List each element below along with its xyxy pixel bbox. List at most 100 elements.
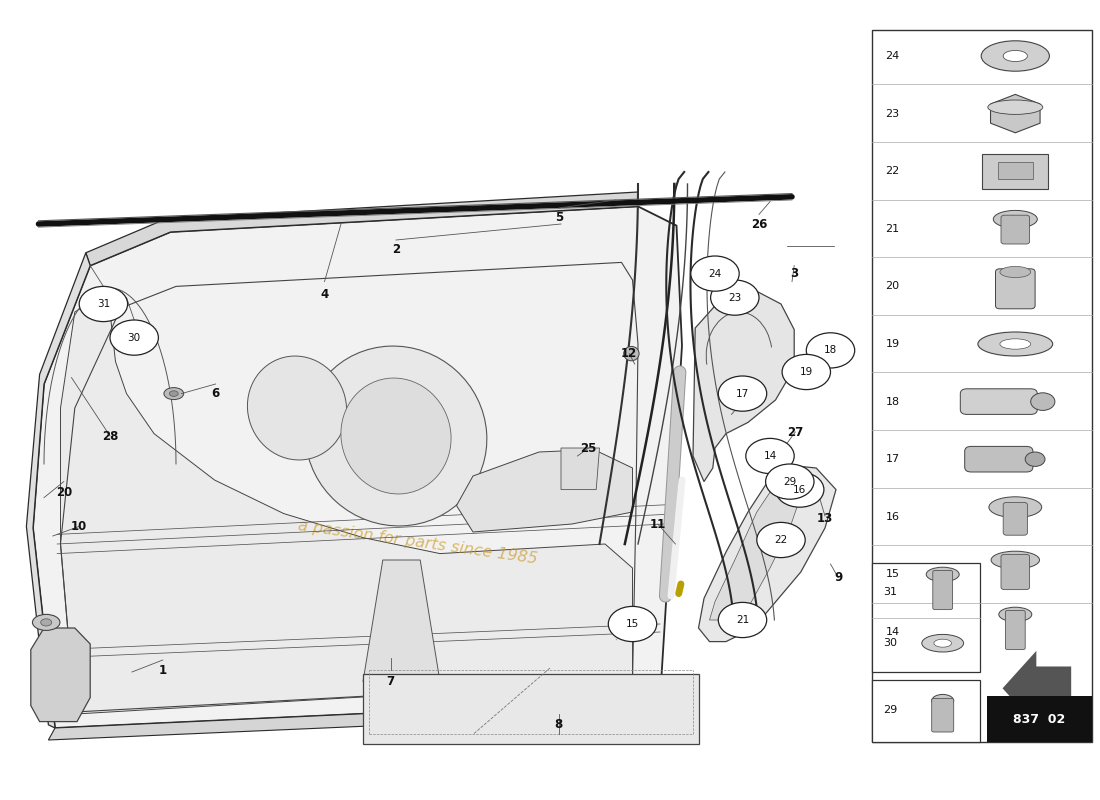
Ellipse shape xyxy=(41,619,52,626)
Polygon shape xyxy=(33,206,682,728)
Text: 9: 9 xyxy=(834,571,843,584)
Text: 31: 31 xyxy=(883,587,898,597)
Ellipse shape xyxy=(1000,266,1031,278)
FancyBboxPatch shape xyxy=(1003,502,1027,535)
Text: 16: 16 xyxy=(886,512,900,522)
FancyBboxPatch shape xyxy=(998,162,1033,179)
Ellipse shape xyxy=(1003,50,1027,62)
Text: 19: 19 xyxy=(886,339,900,349)
Polygon shape xyxy=(561,448,600,490)
Polygon shape xyxy=(48,700,660,740)
Circle shape xyxy=(79,286,128,322)
Text: 17: 17 xyxy=(736,389,749,398)
Circle shape xyxy=(608,606,657,642)
Text: 5: 5 xyxy=(554,211,563,224)
Ellipse shape xyxy=(624,346,639,361)
Ellipse shape xyxy=(993,210,1037,228)
FancyBboxPatch shape xyxy=(982,154,1048,189)
FancyBboxPatch shape xyxy=(363,674,698,744)
Text: 28: 28 xyxy=(102,430,118,442)
Text: 19: 19 xyxy=(800,367,813,377)
Text: ETK
parts: ETK parts xyxy=(278,338,492,470)
Text: 1: 1 xyxy=(158,664,167,677)
Text: 837  02: 837 02 xyxy=(1013,713,1066,726)
Circle shape xyxy=(806,333,855,368)
Text: 18: 18 xyxy=(824,346,837,355)
Text: 8: 8 xyxy=(554,718,563,730)
Text: 29: 29 xyxy=(783,477,796,486)
Text: 24: 24 xyxy=(886,51,900,61)
Text: 21: 21 xyxy=(736,615,749,625)
Text: 10: 10 xyxy=(72,520,87,533)
Circle shape xyxy=(757,522,805,558)
Text: 23: 23 xyxy=(728,293,741,302)
Circle shape xyxy=(776,472,824,507)
Circle shape xyxy=(766,464,814,499)
Polygon shape xyxy=(710,480,801,620)
Circle shape xyxy=(711,280,759,315)
FancyBboxPatch shape xyxy=(987,695,1092,742)
Ellipse shape xyxy=(1031,393,1055,410)
Ellipse shape xyxy=(988,100,1043,114)
FancyBboxPatch shape xyxy=(933,570,953,610)
Text: 21: 21 xyxy=(886,224,900,234)
FancyBboxPatch shape xyxy=(872,563,980,672)
FancyArrow shape xyxy=(1002,651,1071,726)
Polygon shape xyxy=(60,302,632,714)
Ellipse shape xyxy=(991,551,1040,569)
Ellipse shape xyxy=(999,607,1032,622)
Text: 27: 27 xyxy=(788,426,803,438)
Ellipse shape xyxy=(934,639,952,647)
FancyBboxPatch shape xyxy=(1001,215,1030,244)
Circle shape xyxy=(782,354,830,390)
Text: 30: 30 xyxy=(128,333,141,342)
FancyBboxPatch shape xyxy=(1005,610,1025,650)
Text: 22: 22 xyxy=(886,166,900,176)
Text: 15: 15 xyxy=(626,619,639,629)
Polygon shape xyxy=(363,560,440,682)
Polygon shape xyxy=(693,290,794,482)
Ellipse shape xyxy=(1000,339,1031,349)
Text: 3: 3 xyxy=(790,267,799,280)
Polygon shape xyxy=(698,466,836,642)
Text: 7: 7 xyxy=(386,675,395,688)
Circle shape xyxy=(746,438,794,474)
FancyBboxPatch shape xyxy=(872,30,1092,742)
Ellipse shape xyxy=(169,391,178,397)
Ellipse shape xyxy=(926,567,959,582)
Text: 30: 30 xyxy=(883,638,898,648)
Polygon shape xyxy=(26,253,90,728)
Text: 15: 15 xyxy=(886,570,900,579)
Polygon shape xyxy=(456,450,632,532)
Ellipse shape xyxy=(33,614,59,630)
Circle shape xyxy=(718,376,767,411)
Ellipse shape xyxy=(981,41,1049,71)
Text: 31: 31 xyxy=(97,299,110,309)
FancyBboxPatch shape xyxy=(932,698,954,732)
Polygon shape xyxy=(990,94,1041,133)
Text: 20: 20 xyxy=(886,282,900,291)
Ellipse shape xyxy=(978,332,1053,356)
Text: 24: 24 xyxy=(708,269,722,278)
Polygon shape xyxy=(31,628,90,722)
Ellipse shape xyxy=(341,378,451,494)
Text: 14: 14 xyxy=(763,451,777,461)
FancyBboxPatch shape xyxy=(872,680,980,742)
Text: 13: 13 xyxy=(817,512,833,525)
Text: 22: 22 xyxy=(774,535,788,545)
Ellipse shape xyxy=(922,634,964,652)
Ellipse shape xyxy=(305,346,487,526)
Text: 17: 17 xyxy=(886,454,900,464)
Text: 2: 2 xyxy=(392,243,400,256)
Text: 26: 26 xyxy=(751,218,767,230)
Text: 16: 16 xyxy=(793,485,806,494)
Text: 18: 18 xyxy=(886,397,900,406)
Circle shape xyxy=(691,256,739,291)
Text: 11: 11 xyxy=(650,518,666,530)
Polygon shape xyxy=(86,192,638,266)
Text: 20: 20 xyxy=(56,486,72,498)
Text: 23: 23 xyxy=(886,109,900,118)
FancyBboxPatch shape xyxy=(996,269,1035,309)
Ellipse shape xyxy=(989,497,1042,518)
Ellipse shape xyxy=(932,694,954,707)
